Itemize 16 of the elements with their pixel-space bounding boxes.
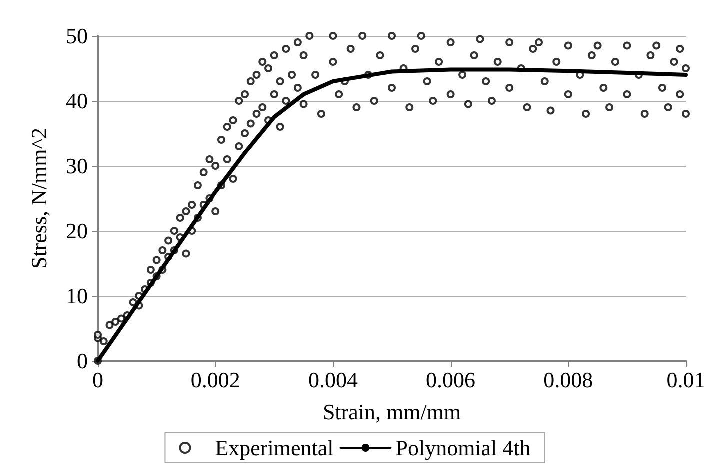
x-tick-label: 0 bbox=[92, 368, 104, 392]
y-tick-label: 40 bbox=[66, 88, 88, 114]
legend-label: Polynomial 4th bbox=[396, 436, 531, 460]
x-tick-label: 0.008 bbox=[544, 368, 594, 392]
x-tick-label: 0.006 bbox=[426, 368, 476, 392]
legend-label: Experimental bbox=[215, 436, 334, 460]
x-tick-label: 0.004 bbox=[308, 368, 358, 392]
x-tick-label: 0.01 bbox=[666, 368, 706, 392]
y-tick-label: 0 bbox=[77, 348, 88, 374]
y-axis-title: Stress, N/mm^2 bbox=[26, 128, 52, 270]
x-axis-title: Strain, mm/mm bbox=[322, 400, 462, 424]
y-tick-label: 20 bbox=[66, 218, 88, 244]
y-tick-label: 30 bbox=[66, 154, 88, 178]
y-tick-label: 50 bbox=[66, 24, 88, 48]
x-tick-label: 0.002 bbox=[190, 368, 240, 392]
y-tick-label: 10 bbox=[66, 284, 88, 308]
